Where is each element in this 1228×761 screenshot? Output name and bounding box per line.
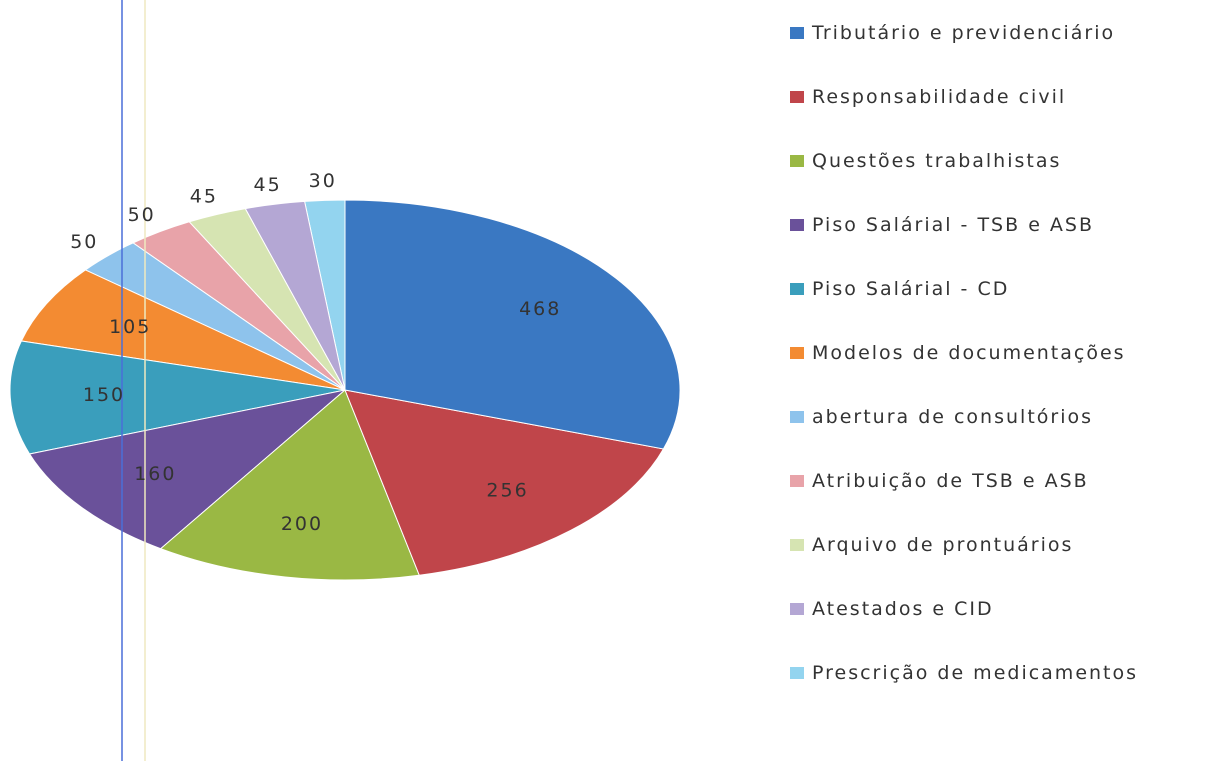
legend-label: Piso Salárial - TSB e ASB <box>812 214 1095 236</box>
data-label: 30 <box>309 170 337 192</box>
pie-slice <box>9 340 346 455</box>
pie-slice <box>344 199 681 450</box>
legend-label: Prescrição de medicamentos <box>812 662 1139 684</box>
legend-item: Atribuição de TSB e ASB <box>790 470 1089 492</box>
legend-swatch <box>790 347 804 359</box>
legend-item: abertura de consultórios <box>790 406 1093 428</box>
data-label: 50 <box>70 231 98 253</box>
data-label: 50 <box>128 204 156 226</box>
legend-swatch <box>790 219 804 231</box>
pie-slice <box>159 389 421 581</box>
legend-label: Arquivo de prontuários <box>812 534 1074 556</box>
legend-swatch <box>790 91 804 103</box>
legend-item: Tributário e previdenciário <box>790 22 1115 44</box>
data-label: 160 <box>134 463 176 485</box>
legend-item: Responsabilidade civil <box>790 86 1066 108</box>
pie-slice <box>20 269 346 391</box>
legend-swatch <box>790 539 804 551</box>
legend-label: Modelos de documentações <box>812 342 1126 364</box>
chart: 468 256 200 160 150 105 50 50 45 45 30 <box>9 0 681 761</box>
legend-label: Tributário e previdenciário <box>812 22 1116 44</box>
legend-swatch <box>790 603 804 615</box>
data-label: 468 <box>519 298 561 320</box>
data-label: 256 <box>486 480 528 502</box>
legend-label: Piso Salárial - CD <box>812 278 1010 300</box>
legend-item: Atestados e CID <box>790 598 994 620</box>
legend-swatch <box>790 475 804 487</box>
data-label: 200 <box>281 513 323 535</box>
legend-item: Modelos de documentações <box>790 342 1126 364</box>
data-label: 150 <box>83 384 125 406</box>
legend-item: Piso Salárial - TSB e ASB <box>790 214 1094 236</box>
data-label: 105 <box>109 316 151 338</box>
data-label: 45 <box>190 185 218 207</box>
legend-label: Questões trabalhistas <box>812 150 1062 172</box>
legend-item: Piso Salárial - CD <box>790 278 1009 300</box>
data-label: 45 <box>254 174 282 196</box>
legend-swatch <box>790 155 804 167</box>
legend-swatch <box>790 667 804 679</box>
legend-item: Arquivo de prontuários <box>790 534 1073 556</box>
legend-item: Questões trabalhistas <box>790 150 1061 172</box>
legend-swatch <box>790 283 804 295</box>
legend-label: Atribuição de TSB e ASB <box>812 470 1089 492</box>
legend-label: Atestados e CID <box>812 598 994 620</box>
legend-swatch <box>790 27 804 39</box>
legend-label: abertura de consultórios <box>812 406 1094 428</box>
legend-label: Responsabilidade civil <box>812 86 1067 108</box>
pie-slice <box>344 389 665 576</box>
legend-item: Prescrição de medicamentos <box>790 662 1138 684</box>
legend-swatch <box>790 411 804 423</box>
pie-slice <box>28 389 347 550</box>
